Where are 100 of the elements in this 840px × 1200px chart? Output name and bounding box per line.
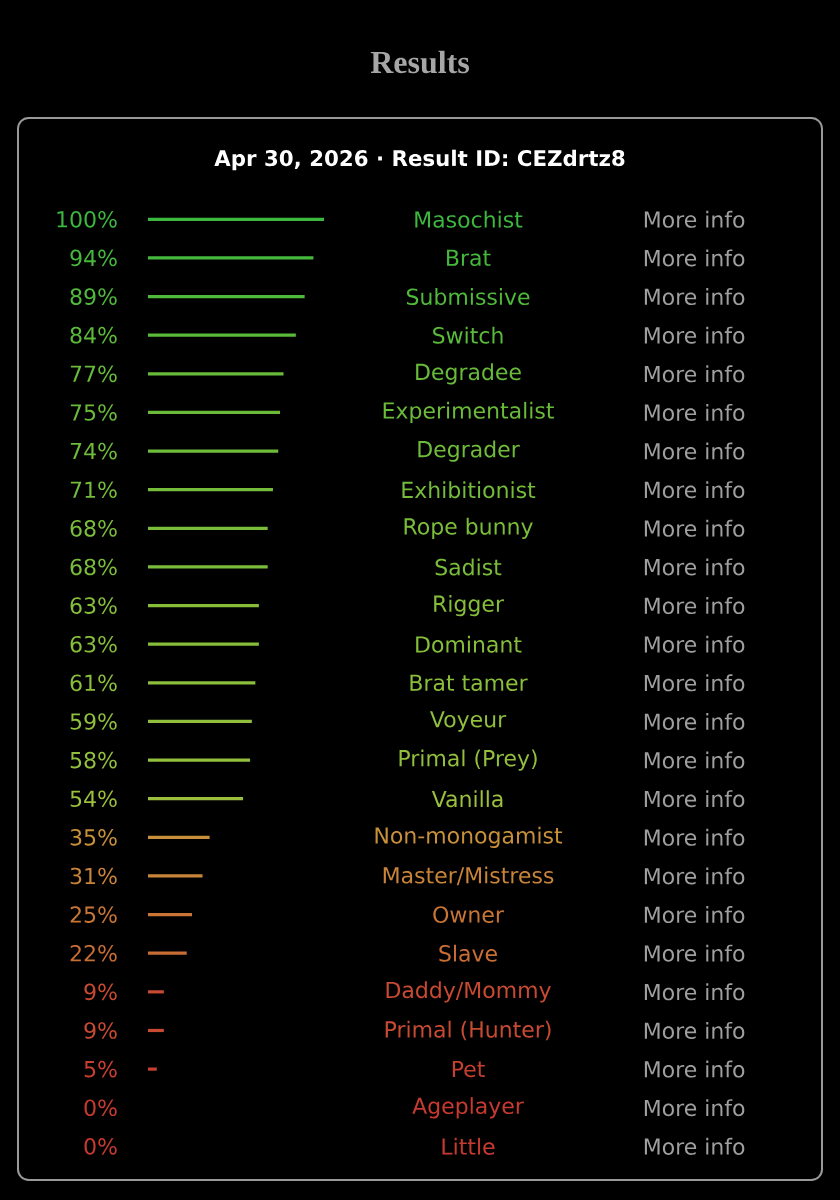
data-label: 9% — [84, 983, 117, 1001]
y-tick-label: Masochist — [415, 210, 523, 228]
bar — [148, 1028, 164, 1033]
y-tick-label: Primal (Prey) — [399, 749, 537, 771]
bar — [148, 913, 192, 917]
bar — [148, 758, 251, 762]
data-label: 54% — [70, 790, 117, 808]
bar — [148, 835, 210, 839]
text: More info — [644, 365, 745, 383]
bar — [148, 488, 273, 492]
bar — [148, 681, 256, 685]
text: More info — [644, 1137, 745, 1155]
data-label: 5% — [84, 1060, 117, 1078]
text: More info — [644, 326, 745, 344]
y-tick-label: Brat tamer — [410, 674, 528, 692]
text: More info — [644, 1021, 745, 1039]
bar — [148, 256, 314, 260]
data-label: 89% — [70, 288, 117, 305]
y-tick-label: Master/Mistress — [383, 866, 554, 886]
text: More info — [644, 790, 745, 808]
data-label: 71% — [70, 481, 117, 499]
data-label: 59% — [70, 713, 117, 730]
y-tick-label: Degrader — [418, 440, 520, 462]
text: More info — [644, 597, 745, 615]
bar — [148, 217, 324, 221]
text: More info — [644, 983, 745, 1001]
bar — [148, 372, 284, 376]
data-label: 61% — [70, 674, 117, 692]
bar — [148, 1067, 157, 1071]
bar — [148, 719, 252, 724]
y-tick-label: Non-monogamist — [375, 826, 563, 848]
text: More info — [644, 1060, 745, 1078]
bar — [148, 410, 280, 415]
text: More info — [644, 635, 745, 653]
data-label: 68% — [70, 520, 117, 537]
text: More info — [644, 828, 745, 846]
text: More info — [644, 519, 745, 537]
text: More info — [644, 867, 745, 885]
y-tick-label: Vanilla — [431, 790, 503, 808]
y-tick-label: Dominant — [416, 635, 522, 653]
y-tick-label: Exhibitionist — [402, 481, 536, 499]
data-label: 100% — [57, 210, 117, 228]
y-tick-label: Pet — [452, 1060, 485, 1078]
data-label: 25% — [70, 906, 117, 923]
data-label: 63% — [70, 635, 117, 653]
bar — [148, 797, 244, 801]
text: Apr 30, 2026 · Result ID: CEZdrtz8 — [214, 149, 625, 171]
bar — [148, 990, 164, 994]
y-tick-label: Experimentalist — [383, 401, 554, 424]
text: More info — [644, 674, 745, 692]
text: More info — [644, 481, 745, 499]
y-tick-label: Owner — [433, 906, 504, 923]
y-tick-label: Brat — [447, 249, 491, 267]
bar — [148, 294, 305, 299]
bar — [148, 526, 268, 530]
data-label: 63% — [70, 597, 117, 614]
bar — [148, 333, 296, 337]
text: More info — [644, 751, 745, 769]
y-tick-label: Rigger — [434, 594, 504, 617]
data-label: 9% — [84, 1022, 117, 1039]
data-label: 77% — [70, 365, 117, 383]
text: More info — [644, 558, 745, 576]
y-tick-label: Switch — [433, 326, 503, 344]
y-tick-label: Primal (Hunter) — [385, 1020, 551, 1041]
text: More info — [644, 906, 745, 924]
data-label: 74% — [70, 442, 117, 460]
y-tick-label: Degradee — [416, 363, 521, 385]
bar — [148, 603, 259, 608]
text: More info — [644, 442, 745, 460]
data-label: 94% — [70, 249, 117, 267]
data-label: 35% — [70, 829, 117, 846]
text: Results — [370, 50, 469, 74]
data-label: 0% — [84, 1099, 117, 1117]
bar — [148, 565, 268, 569]
bar — [148, 874, 203, 878]
y-tick-label: Little — [442, 1137, 495, 1155]
data-label: 75% — [70, 404, 117, 421]
text: More info — [644, 249, 745, 267]
text: More info — [644, 712, 745, 730]
text: More info — [644, 944, 745, 962]
bar — [148, 449, 279, 453]
y-tick-label: Sadist — [435, 558, 502, 576]
data-label: 68% — [70, 558, 117, 576]
y-tick-label: Daddy/Mommy — [386, 981, 551, 1003]
data-label: 84% — [70, 326, 117, 344]
text: More info — [644, 403, 745, 421]
y-tick-label: Ageplayer — [412, 1097, 524, 1119]
data-label: 22% — [70, 944, 117, 962]
text: More info — [644, 288, 745, 306]
bar — [148, 951, 187, 955]
data-label: 31% — [70, 867, 117, 885]
y-tick-label: Submissive — [406, 288, 530, 306]
bar — [148, 642, 259, 646]
data-label: 58% — [70, 751, 117, 769]
data-label: 0% — [84, 1138, 117, 1155]
y-tick-label: Slave — [439, 944, 497, 962]
y-tick-label: Rope bunny — [404, 517, 533, 539]
text: More info — [644, 210, 745, 228]
y-tick-label: Voyeur — [430, 711, 507, 732]
text: More info — [644, 1099, 745, 1117]
